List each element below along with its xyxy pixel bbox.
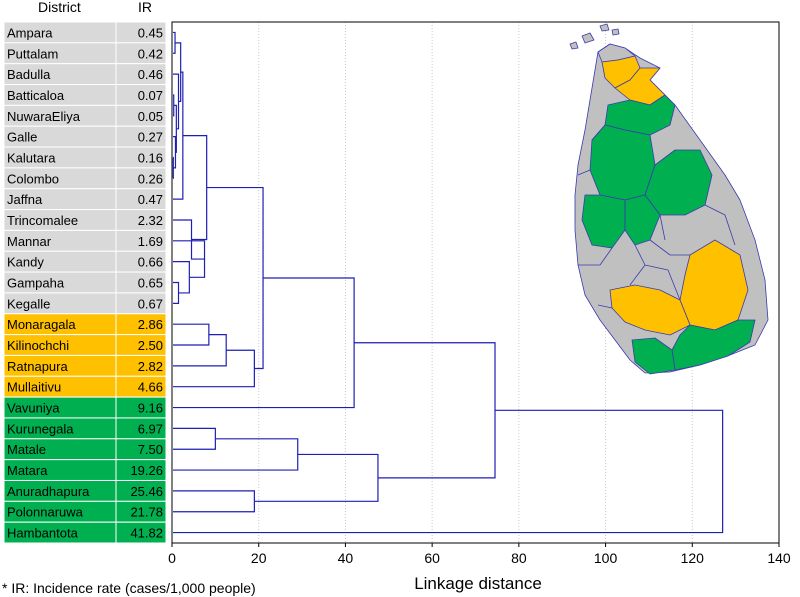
district-name: Gampaha bbox=[7, 276, 65, 291]
map-region-ratnapura bbox=[609, 284, 691, 336]
dendrogram-links bbox=[172, 31, 724, 534]
x-tick-label: 40 bbox=[338, 550, 354, 566]
ir-value: 0.45 bbox=[138, 25, 163, 40]
ir-value: 0.07 bbox=[138, 88, 163, 103]
dendrogram-link bbox=[173, 71, 184, 200]
sri-lanka-map bbox=[569, 23, 769, 375]
ir-value: 0.42 bbox=[138, 46, 163, 61]
district-name: Mannar bbox=[7, 234, 52, 249]
ir-value: 0.66 bbox=[138, 255, 163, 270]
x-tick-label: 0 bbox=[168, 550, 176, 566]
map-region-anuradhapura bbox=[589, 124, 656, 201]
ir-value: 2.82 bbox=[138, 359, 163, 374]
district-name: Colombo bbox=[7, 171, 59, 186]
dendrogram-link bbox=[173, 261, 190, 294]
district-name: Galle bbox=[7, 130, 37, 145]
dendrogram-link bbox=[354, 342, 496, 479]
map-region-kurunegala bbox=[581, 194, 626, 249]
district-name: Kilinochchi bbox=[7, 338, 69, 353]
header-ir: IR bbox=[138, 0, 152, 15]
ir-value: 2.50 bbox=[138, 338, 163, 353]
x-tick-label: 100 bbox=[594, 550, 618, 566]
x-tick-label: 20 bbox=[251, 550, 267, 566]
dendrogram-link bbox=[173, 240, 206, 278]
x-tick-label: 140 bbox=[767, 550, 791, 566]
header-district: District bbox=[38, 0, 81, 15]
district-name: Puttalam bbox=[7, 46, 58, 61]
dendrogram-link bbox=[173, 349, 255, 388]
district-name: Mullaitivu bbox=[7, 380, 61, 395]
ir-value: 7.50 bbox=[138, 442, 163, 457]
ir-value: 2.32 bbox=[138, 213, 163, 228]
dendrogram-link bbox=[173, 281, 180, 304]
x-axis-ticks: 0 20 40 60 80 100 120 140 bbox=[168, 543, 791, 566]
x-axis-label: Linkage distance bbox=[414, 574, 542, 593]
x-tick-label: 80 bbox=[511, 550, 527, 566]
ir-value: 0.46 bbox=[138, 67, 163, 82]
ir-value: 41.82 bbox=[130, 526, 163, 541]
district-name: Anuradhapura bbox=[7, 484, 90, 499]
dendrogram-link bbox=[182, 135, 208, 241]
footnote: * IR: Incidence rate (cases/1,000 people… bbox=[2, 580, 256, 596]
ir-value: 0.67 bbox=[138, 296, 163, 311]
x-tick-label: 120 bbox=[681, 550, 705, 566]
map-region-hambantota bbox=[671, 319, 756, 371]
district-name: NuwaraEliya bbox=[7, 109, 81, 124]
dendrogram-link bbox=[175, 42, 182, 103]
district-name: Kurunegala bbox=[7, 421, 74, 436]
ir-value: 0.16 bbox=[138, 150, 163, 165]
dendrogram-link bbox=[173, 31, 176, 54]
dendrogram-link bbox=[173, 94, 175, 117]
dendrogram-link bbox=[173, 490, 255, 513]
dendrogram-link bbox=[173, 438, 299, 471]
dendrogram-link bbox=[254, 453, 379, 502]
ir-value: 1.69 bbox=[138, 234, 163, 249]
map-islet-1 bbox=[581, 32, 595, 44]
district-name: Polonnaruwa bbox=[7, 505, 84, 520]
district-name: Kandy bbox=[7, 255, 44, 270]
district-name: Matara bbox=[7, 463, 48, 478]
map-islet-3 bbox=[599, 23, 610, 32]
ir-value: 0.05 bbox=[138, 109, 163, 124]
district-name: Kalutara bbox=[7, 150, 56, 165]
district-name: Hambantota bbox=[7, 526, 79, 541]
district-name: Badulla bbox=[7, 67, 51, 82]
district-table: District IR Ampara 0.45 Puttalam 0.42 Badull… bbox=[3, 0, 167, 544]
ir-value: 6.97 bbox=[138, 421, 163, 436]
district-name: Matale bbox=[7, 442, 46, 457]
ir-value: 0.26 bbox=[138, 171, 163, 186]
plot-frame bbox=[171, 21, 780, 544]
district-name: Jaffna bbox=[7, 192, 43, 207]
district-name: Monaragala bbox=[7, 317, 76, 332]
ir-value: 9.16 bbox=[138, 401, 163, 416]
dendrogram-link bbox=[206, 186, 264, 370]
dendrogram-link bbox=[173, 323, 210, 346]
map-islet-4 bbox=[611, 28, 620, 36]
district-name: Trincomalee bbox=[7, 213, 78, 228]
dendrogram-link bbox=[173, 427, 216, 450]
ir-value: 4.66 bbox=[138, 380, 163, 395]
district-name: Batticaloa bbox=[7, 88, 65, 103]
x-tick-label: 60 bbox=[424, 550, 440, 566]
ir-value: 2.86 bbox=[138, 317, 163, 332]
ir-cell bbox=[115, 521, 167, 544]
dendrogram-link bbox=[173, 409, 724, 534]
ir-value: 19.26 bbox=[130, 463, 163, 478]
district-name: Vavuniya bbox=[7, 401, 60, 416]
ir-value: 0.27 bbox=[138, 130, 163, 145]
district-name: Ampara bbox=[7, 25, 53, 40]
ir-value: 0.47 bbox=[138, 192, 163, 207]
map-region-matara bbox=[631, 337, 676, 375]
dendrogram-link bbox=[173, 334, 227, 367]
map-region-internal-borders bbox=[577, 124, 736, 309]
district-name: Kegalle bbox=[7, 296, 50, 311]
district-name: Ratnapura bbox=[7, 359, 68, 374]
ir-value: 21.78 bbox=[130, 505, 163, 520]
ir-value: 0.65 bbox=[138, 276, 163, 291]
map-islet-2 bbox=[569, 41, 579, 50]
ir-value: 25.46 bbox=[130, 484, 163, 499]
